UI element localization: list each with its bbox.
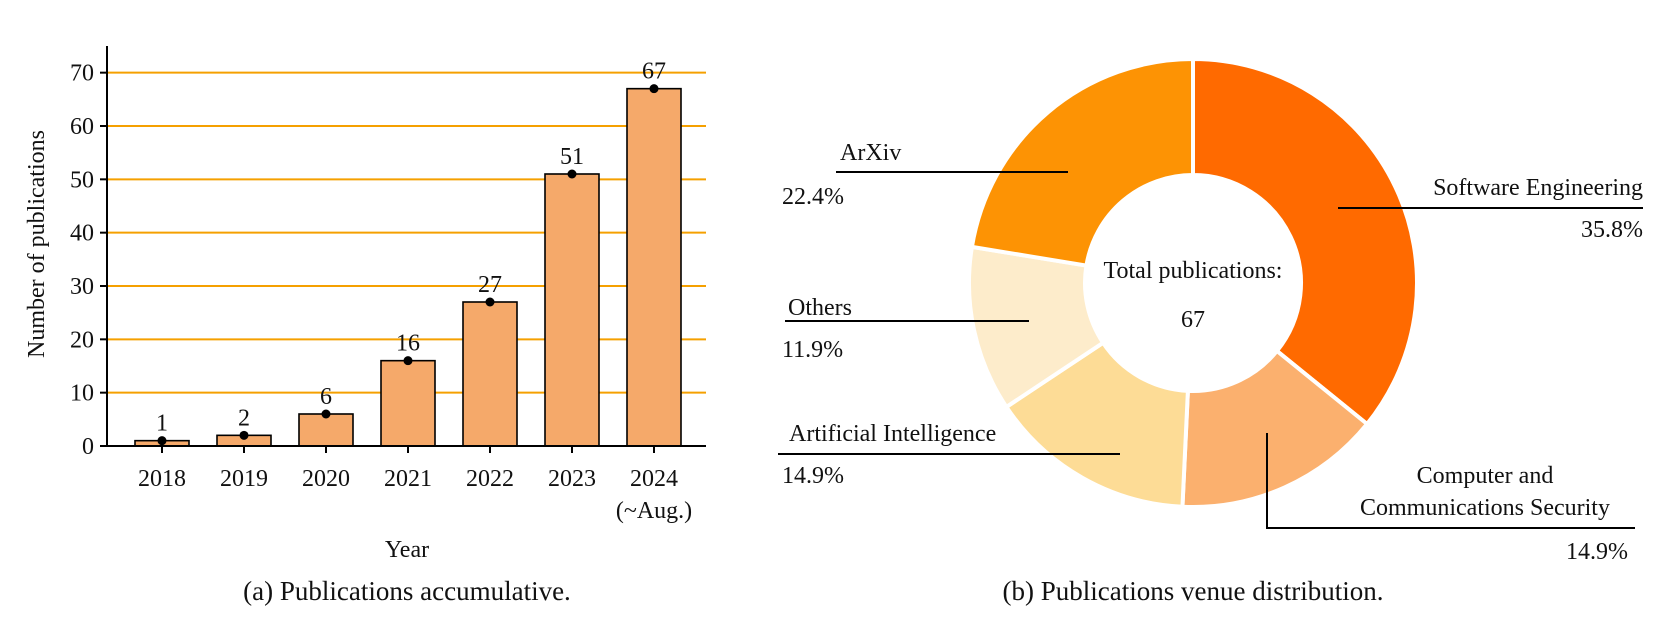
x-tick-label-2019: 2019 <box>220 466 268 492</box>
center-label: Total publications: <box>1104 258 1283 284</box>
bar-2020 <box>298 413 354 447</box>
slice-label-artificial-intelligence: Artificial Intelligence <box>789 421 996 447</box>
slice-percent-others: 11.9% <box>782 337 843 363</box>
caption-b: (b) Publications venue distribution. <box>1003 576 1384 606</box>
point-marker-2022 <box>485 297 495 307</box>
point-marker-2021 <box>403 356 413 366</box>
slice-label-software-engineering: Software Engineering <box>1433 175 1643 201</box>
value-label-2018: 1 <box>156 411 168 437</box>
y-axis-label: Number of publications <box>24 130 50 358</box>
value-label-2023: 51 <box>560 144 584 170</box>
markers <box>157 84 659 446</box>
donut-slice-computer-and-communications-security <box>1180 348 1370 509</box>
value-label-2024: 67 <box>642 59 666 85</box>
slice-label-arxiv: ArXiv <box>840 140 901 166</box>
x-tick-label-2021: 2021 <box>384 466 432 492</box>
x-tick-label-2023: 2023 <box>548 466 596 492</box>
y-tick-label: 0 <box>82 434 94 460</box>
point-marker-2023 <box>567 169 577 179</box>
grid-lines <box>107 71 706 394</box>
bar-2023 <box>544 173 600 447</box>
y-tick-label: 30 <box>70 274 94 300</box>
leader-line-security <box>1266 433 1635 529</box>
slice-percent-arxiv: 22.4% <box>782 184 844 210</box>
bar-2024 <box>626 87 682 447</box>
caption-a: (a) Publications accumulative. <box>243 576 571 606</box>
x-tick-sublabel-2024: (~Aug.) <box>616 498 692 524</box>
y-tick-label: 50 <box>70 167 94 193</box>
slice-label-security-line2: Communications Security <box>1360 495 1610 521</box>
y-tick-label: 60 <box>70 114 94 140</box>
value-labels: 1 2 6 16 27 51 67 <box>156 59 666 437</box>
value-label-2019: 2 <box>238 405 250 431</box>
x-axis-label: Year <box>385 537 429 563</box>
point-marker-2024 <box>649 84 659 94</box>
y-tick-label: 10 <box>70 381 94 407</box>
donut-slice-artificial-intelligence <box>1003 339 1191 509</box>
point-marker-2018 <box>157 436 167 446</box>
value-label-2021: 16 <box>396 331 420 357</box>
slice-percent-software-engineering: 35.8% <box>1581 217 1643 243</box>
bar-2021 <box>380 359 436 447</box>
x-tick-label-2018: 2018 <box>138 466 186 492</box>
x-ticks: 2018 2019 2020 2021 2022 2023 2024 (~Aug.) <box>138 446 692 524</box>
donut-chart: Total publications: 67 ArXiv 22.4% Softw… <box>778 56 1643 606</box>
y-tick-label: 40 <box>70 221 94 247</box>
slice-percent-artificial-intelligence: 14.9% <box>782 463 844 489</box>
leader-lines <box>778 171 1643 529</box>
value-label-2020: 6 <box>320 384 332 410</box>
slice-percent-security: 14.9% <box>1566 539 1628 565</box>
y-tick-label: 70 <box>70 61 94 87</box>
donut-slice-software-engineering <box>1191 56 1419 427</box>
y-tick-label: 20 <box>70 327 94 353</box>
x-tick-label-2022: 2022 <box>466 466 514 492</box>
x-tick-label-2024: 2024 <box>630 466 678 492</box>
y-ticks: 0 10 20 30 40 50 60 70 <box>70 61 107 460</box>
point-marker-2020 <box>321 409 331 419</box>
point-marker-2019 <box>239 430 249 440</box>
slice-label-others: Others <box>788 295 852 321</box>
center-value: 67 <box>1181 307 1205 333</box>
donut-slices <box>967 56 1419 509</box>
x-tick-label-2020: 2020 <box>302 466 350 492</box>
value-label-2022: 27 <box>478 272 502 298</box>
bar-2022 <box>462 301 518 447</box>
slice-label-security-line1: Computer and <box>1417 463 1554 489</box>
donut-slice-arxiv <box>969 56 1195 268</box>
bar-chart: 1 2 6 16 27 51 67 0 10 20 30 40 50 60 70 2018 2019 2020… <box>24 46 706 606</box>
